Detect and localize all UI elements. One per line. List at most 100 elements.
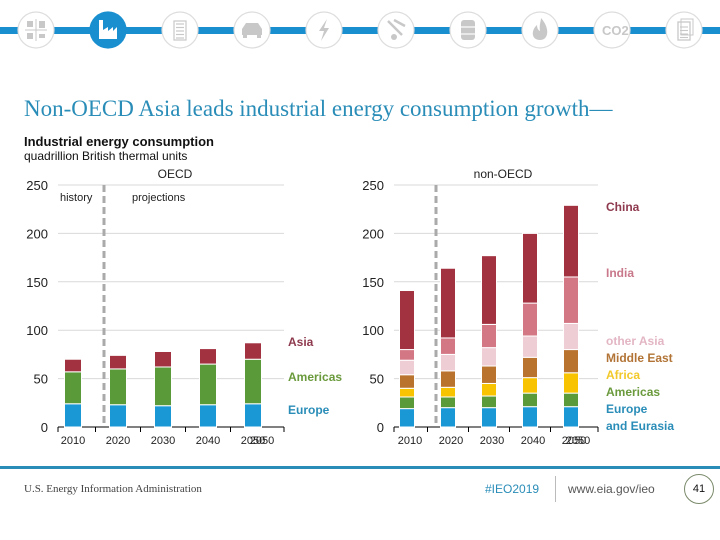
bar-segment-africa (399, 387, 415, 398)
bar-segment-europe-and-eurasia (522, 406, 538, 428)
x-tick-label: 2010 (398, 435, 422, 447)
document-icon (677, 18, 694, 41)
x-tick-label: 2050 (562, 435, 586, 447)
footer-hashtag[interactable]: #IEO2019 (485, 482, 540, 496)
bar-segment-asia (154, 350, 172, 368)
x-tick-label-end: 2050 (250, 435, 274, 447)
y-tick-label: 50 (370, 372, 384, 387)
legend-europe: Europe (288, 403, 330, 417)
petroleum-icon (387, 18, 406, 40)
bar-stack-2050 (563, 204, 579, 428)
y-tick-label: 0 (377, 420, 384, 435)
bar-segment-middle-east (481, 365, 497, 384)
legend-africa: Africa (606, 368, 640, 382)
industrial-icon (99, 20, 117, 39)
nav-circle[interactable] (161, 11, 199, 49)
co2-icon: CO2 (602, 23, 629, 38)
footer-url-link[interactable]: www.eia.gov/ieo (568, 482, 655, 496)
nav-item-oil-barrel[interactable] (449, 11, 487, 49)
bar-segment-americas (522, 392, 538, 408)
bar-segment-asia (244, 342, 262, 360)
bar-segment-middle-east (440, 370, 456, 388)
bar-segment-other-asia (481, 347, 497, 367)
buildings-icon (173, 20, 187, 41)
bar-segment-africa (563, 372, 579, 394)
nav-item-petroleum[interactable] (377, 11, 415, 49)
legend-china: China (606, 200, 640, 214)
bar-segment-africa (481, 382, 497, 397)
nav-item-buildings[interactable] (161, 11, 199, 49)
electricity-icon (319, 19, 329, 41)
bar-segment-china (481, 255, 497, 325)
bar-segment-americas (199, 363, 217, 406)
nav-item-all-sectors[interactable] (17, 11, 55, 49)
page-number: 41 (684, 474, 714, 504)
bar-segment-europe (244, 403, 262, 428)
sector-navigation-bar: CO2 (0, 11, 720, 49)
bar-segment-china (440, 267, 456, 339)
bar-segment-asia (109, 354, 127, 370)
nav-track (0, 27, 720, 34)
bar-stack-2010 (64, 358, 82, 428)
bar-stack-2050 (244, 342, 262, 428)
bar-segment-americas (244, 358, 262, 405)
panel-title: OECD (158, 167, 193, 181)
bar-segment-europe (64, 403, 82, 428)
bar-segment-americas (563, 392, 579, 408)
bar-segment-india (399, 349, 415, 361)
nav-item-co2[interactable]: CO2 (593, 11, 631, 49)
y-tick-label: 100 (362, 323, 384, 338)
bar-segment-india (563, 276, 579, 324)
legend-and-eurasia: and Eurasia (606, 419, 674, 433)
x-tick-label: 2030 (151, 435, 175, 447)
bar-stack-2020 (109, 354, 127, 428)
natural-gas-icon (532, 18, 548, 40)
bar-segment-china (563, 204, 579, 278)
bar-segment-india (481, 323, 497, 349)
slide-title: Non-OECD Asia leads industrial energy co… (24, 96, 613, 121)
nav-item-electricity[interactable] (305, 11, 343, 49)
y-tick-label: 250 (362, 178, 384, 193)
bar-segment-europe-and-eurasia (481, 407, 497, 428)
bar-segment-middle-east (399, 374, 415, 389)
bar-stack-2030 (154, 350, 172, 428)
oil-barrel-icon (461, 20, 475, 40)
svg-text:CO2: CO2 (602, 23, 629, 38)
footer-divider (0, 466, 720, 469)
nav-item-natural-gas[interactable] (521, 11, 559, 49)
nav-item-document[interactable] (665, 11, 703, 49)
bar-stack-2010 (399, 290, 415, 428)
nav-item-industrial[interactable] (89, 11, 127, 49)
panel-title: non-OECD (474, 167, 533, 181)
bar-segment-china (522, 232, 538, 304)
bar-segment-other-asia (399, 359, 415, 376)
x-tick-label: 2020 (439, 435, 463, 447)
bar-segment-africa (440, 386, 456, 398)
bar-segment-asia (64, 358, 82, 373)
footer-separator (555, 476, 556, 502)
bar-segment-africa (522, 377, 538, 394)
legend-other-asia: other Asia (606, 334, 665, 348)
chart-subtitle: quadrillion British thermal units (24, 149, 188, 163)
nav-circle[interactable] (593, 11, 631, 49)
legend-americas: Americas (288, 370, 342, 384)
bar-segment-other-asia (440, 353, 456, 372)
bar-stack-2020 (440, 267, 456, 428)
y-tick-label: 100 (26, 323, 48, 338)
nav-item-transportation[interactable] (233, 11, 271, 49)
x-tick-label: 2010 (61, 435, 85, 447)
x-tick-label: 2040 (196, 435, 220, 447)
bar-stack-2030 (481, 255, 497, 428)
bar-stack-2040 (199, 348, 217, 428)
bar-segment-india (440, 337, 456, 355)
bar-segment-americas (399, 396, 415, 410)
bar-segment-middle-east (563, 349, 579, 374)
chart-title: Industrial energy consumption (24, 134, 214, 149)
bar-segment-other-asia (522, 335, 538, 358)
bar-segment-europe-and-eurasia (440, 407, 456, 428)
y-tick-label: 150 (26, 275, 48, 290)
bar-segment-asia (199, 348, 217, 365)
legend-middle-east: Middle East (606, 351, 673, 365)
